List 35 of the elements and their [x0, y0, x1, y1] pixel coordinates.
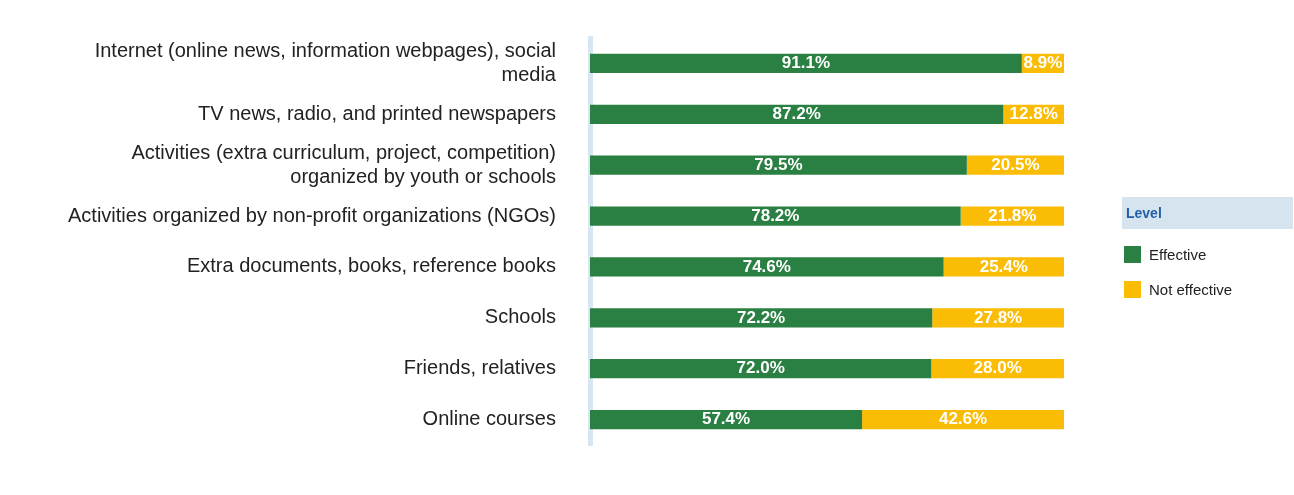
- legend-title: Level: [1122, 197, 1293, 229]
- data-label: 21.8%: [988, 205, 1037, 225]
- y-tick-label: Online courses: [422, 407, 556, 430]
- y-tick-label: Internet (online news, information webpages), social media: [94, 38, 557, 85]
- legend-label: Not effective: [1149, 281, 1233, 298]
- data-label: 74.6%: [742, 256, 791, 276]
- data-label: 25.4%: [979, 256, 1028, 276]
- bar: [590, 359, 932, 379]
- y-tick-label: Activities organized by non-profit organizations (NGOs): [68, 203, 556, 226]
- data-label: 12.8%: [1009, 104, 1058, 123]
- y-tick-label: Friends, relatives: [403, 356, 556, 379]
- bar: [590, 308, 933, 328]
- data-label: 27.8%: [974, 307, 1023, 327]
- data-label: 78.2%: [751, 205, 800, 225]
- data-label: 72.0%: [736, 358, 785, 378]
- bar: [590, 409, 863, 430]
- data-label: 87.2%: [772, 104, 821, 123]
- data-label: 79.5%: [754, 154, 803, 174]
- bar: [590, 206, 961, 226]
- legend-label: Effective: [1149, 246, 1207, 263]
- y-tick-label: Schools: [484, 305, 556, 328]
- bar: [590, 257, 944, 277]
- y-tick-label: Extra documents, books, reference books: [186, 254, 556, 277]
- data-label: 42.6%: [938, 409, 988, 429]
- data-label: 91.1%: [781, 53, 831, 73]
- bar: [590, 104, 1004, 124]
- data-label: 72.2%: [737, 307, 786, 327]
- y-tick-label: Activities (extra curriculum, project, competition) organized by youth or schools: [131, 140, 556, 187]
- data-label: 20.5%: [991, 154, 1040, 174]
- data-label: 8.9%: [1023, 53, 1063, 73]
- data-label: 28.0%: [973, 358, 1022, 378]
- data-label: 57.4%: [701, 409, 751, 429]
- bar: [590, 53, 1022, 74]
- y-tick-label: TV news, radio, and printed newspapers: [198, 101, 556, 124]
- bar: [590, 155, 967, 175]
